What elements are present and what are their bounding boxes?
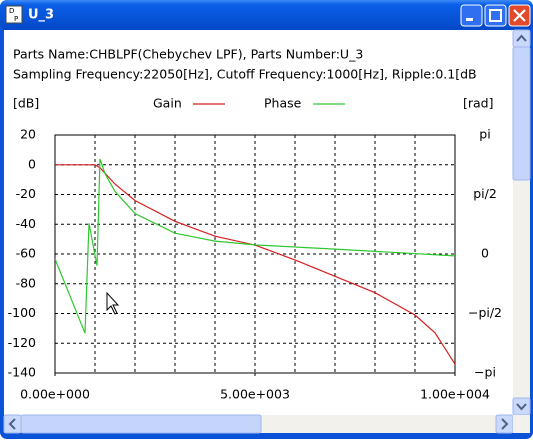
client-area bbox=[4, 30, 513, 415]
y-tick-label: -40 bbox=[16, 216, 36, 231]
y-tick-label: -120 bbox=[8, 335, 36, 350]
svg-text:P: P bbox=[14, 15, 18, 23]
legend-label: Gain bbox=[153, 96, 182, 111]
window-title: U_3 bbox=[28, 8, 54, 23]
x-tick-label: 5.00e+003 bbox=[220, 387, 290, 402]
y-tick-label: 0 bbox=[28, 156, 36, 171]
y2-tick-label: −pi/2 bbox=[468, 305, 502, 320]
series-line bbox=[55, 158, 455, 334]
y-tick-label: -20 bbox=[16, 186, 36, 201]
y2-tick-label: pi/2 bbox=[473, 186, 497, 201]
y-tick-label: 20 bbox=[20, 127, 36, 142]
legend-label: Phase bbox=[264, 96, 302, 111]
parts-line: Parts Name:CHBLPF(Chebychev LPF), Parts … bbox=[13, 47, 363, 62]
mouse-cursor bbox=[106, 291, 120, 315]
series-line bbox=[55, 164, 455, 365]
x-tick-label: 0.00e+000 bbox=[20, 387, 90, 402]
y-axis-unit: [dB] bbox=[13, 96, 39, 111]
y2-tick-label: −pi bbox=[474, 365, 496, 380]
x-tick-label: 1.00e+004 bbox=[420, 387, 490, 402]
y-tick-label: -140 bbox=[8, 365, 36, 380]
y-tick-label: -60 bbox=[16, 246, 36, 261]
close-button[interactable] bbox=[508, 4, 531, 27]
y2-tick-label: pi bbox=[479, 127, 490, 142]
app-icon: DP bbox=[5, 5, 23, 24]
svg-text:D: D bbox=[9, 7, 14, 15]
sampling-line: Sampling Frequency:22050[Hz], Cutoff Fre… bbox=[13, 67, 477, 82]
h-scrollbar[interactable] bbox=[3, 414, 514, 434]
title-bar bbox=[0, 0, 533, 30]
y-tick-label: -100 bbox=[8, 305, 36, 320]
maximize-button[interactable] bbox=[484, 4, 507, 27]
size-grip bbox=[513, 415, 530, 433]
v-scrollbar[interactable] bbox=[512, 29, 531, 416]
minimize-button[interactable] bbox=[460, 4, 483, 27]
y-tick-label: -80 bbox=[16, 275, 36, 290]
content: Parts Name:CHBLPF(Chebychev LPF), Parts … bbox=[8, 47, 502, 402]
y2-axis-unit: [rad] bbox=[463, 96, 494, 111]
y2-tick-label: 0 bbox=[481, 246, 489, 261]
